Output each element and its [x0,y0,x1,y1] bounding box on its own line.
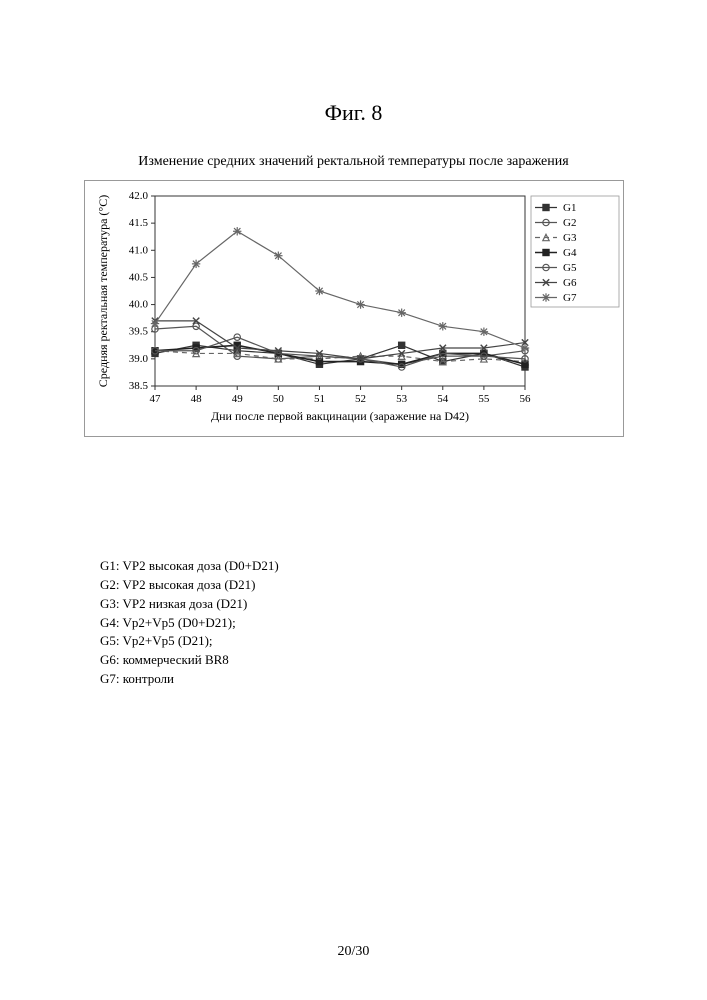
svg-text:56: 56 [519,393,531,405]
svg-text:53: 53 [396,393,408,405]
group-description-row: G1: VP2 высокая доза (D0+D21) [100,557,647,576]
svg-text:41.0: 41.0 [128,244,148,256]
svg-text:55: 55 [478,393,490,405]
svg-text:G3: G3 [563,232,577,244]
group-description-row: G5: Vp2+Vp5 (D21); [100,632,647,651]
svg-text:Средняя ректальная температура: Средняя ректальная температура (°С) [96,195,110,387]
svg-text:G5: G5 [563,262,577,274]
group-description-row: G3: VP2 низкая доза (D21) [100,595,647,614]
svg-text:G4: G4 [563,247,577,259]
svg-text:54: 54 [437,393,449,405]
group-description-row: G2: VP2 высокая доза (D21) [100,576,647,595]
svg-text:40.5: 40.5 [128,271,148,283]
group-description-row: G6: коммерческий BR8 [100,651,647,670]
svg-text:49: 49 [231,393,243,405]
svg-text:41.5: 41.5 [128,217,148,229]
svg-text:40.0: 40.0 [128,299,148,311]
svg-text:50: 50 [272,393,284,405]
svg-text:G7: G7 [563,292,577,304]
page-number: 20/30 [0,944,707,960]
group-description-row: G4: Vp2+Vp5 (D0+D21); [100,614,647,633]
line-chart: 38.5 39.0 39.5 40.0 40.5 41.0 41.5 42.0 47 48 49 50… [85,181,625,431]
svg-text:Дни после первой вакцинации (з: Дни после первой вакцинации (заражение н… [210,409,468,423]
group-description-row: G7: контроли [100,670,647,689]
figure-title: Фиг. 8 [60,100,647,126]
svg-text:39.0: 39.0 [128,353,148,365]
chart-container: 38.5 39.0 39.5 40.0 40.5 41.0 41.5 42.0 47 48 49 50… [84,180,624,437]
svg-text:38.5: 38.5 [128,380,148,392]
group-descriptions: G1: VP2 высокая доза (D0+D21)G2: VP2 выс… [100,557,647,689]
svg-text:47: 47 [149,393,161,405]
svg-text:52: 52 [355,393,366,405]
svg-text:G2: G2 [563,217,576,229]
svg-text:G1: G1 [563,202,576,214]
svg-text:39.5: 39.5 [128,326,148,338]
svg-text:48: 48 [190,393,202,405]
svg-text:51: 51 [313,393,324,405]
svg-text:42.0: 42.0 [128,190,148,202]
chart-caption: Изменение средних значений ректальной те… [60,154,647,170]
svg-text:G6: G6 [563,277,577,289]
